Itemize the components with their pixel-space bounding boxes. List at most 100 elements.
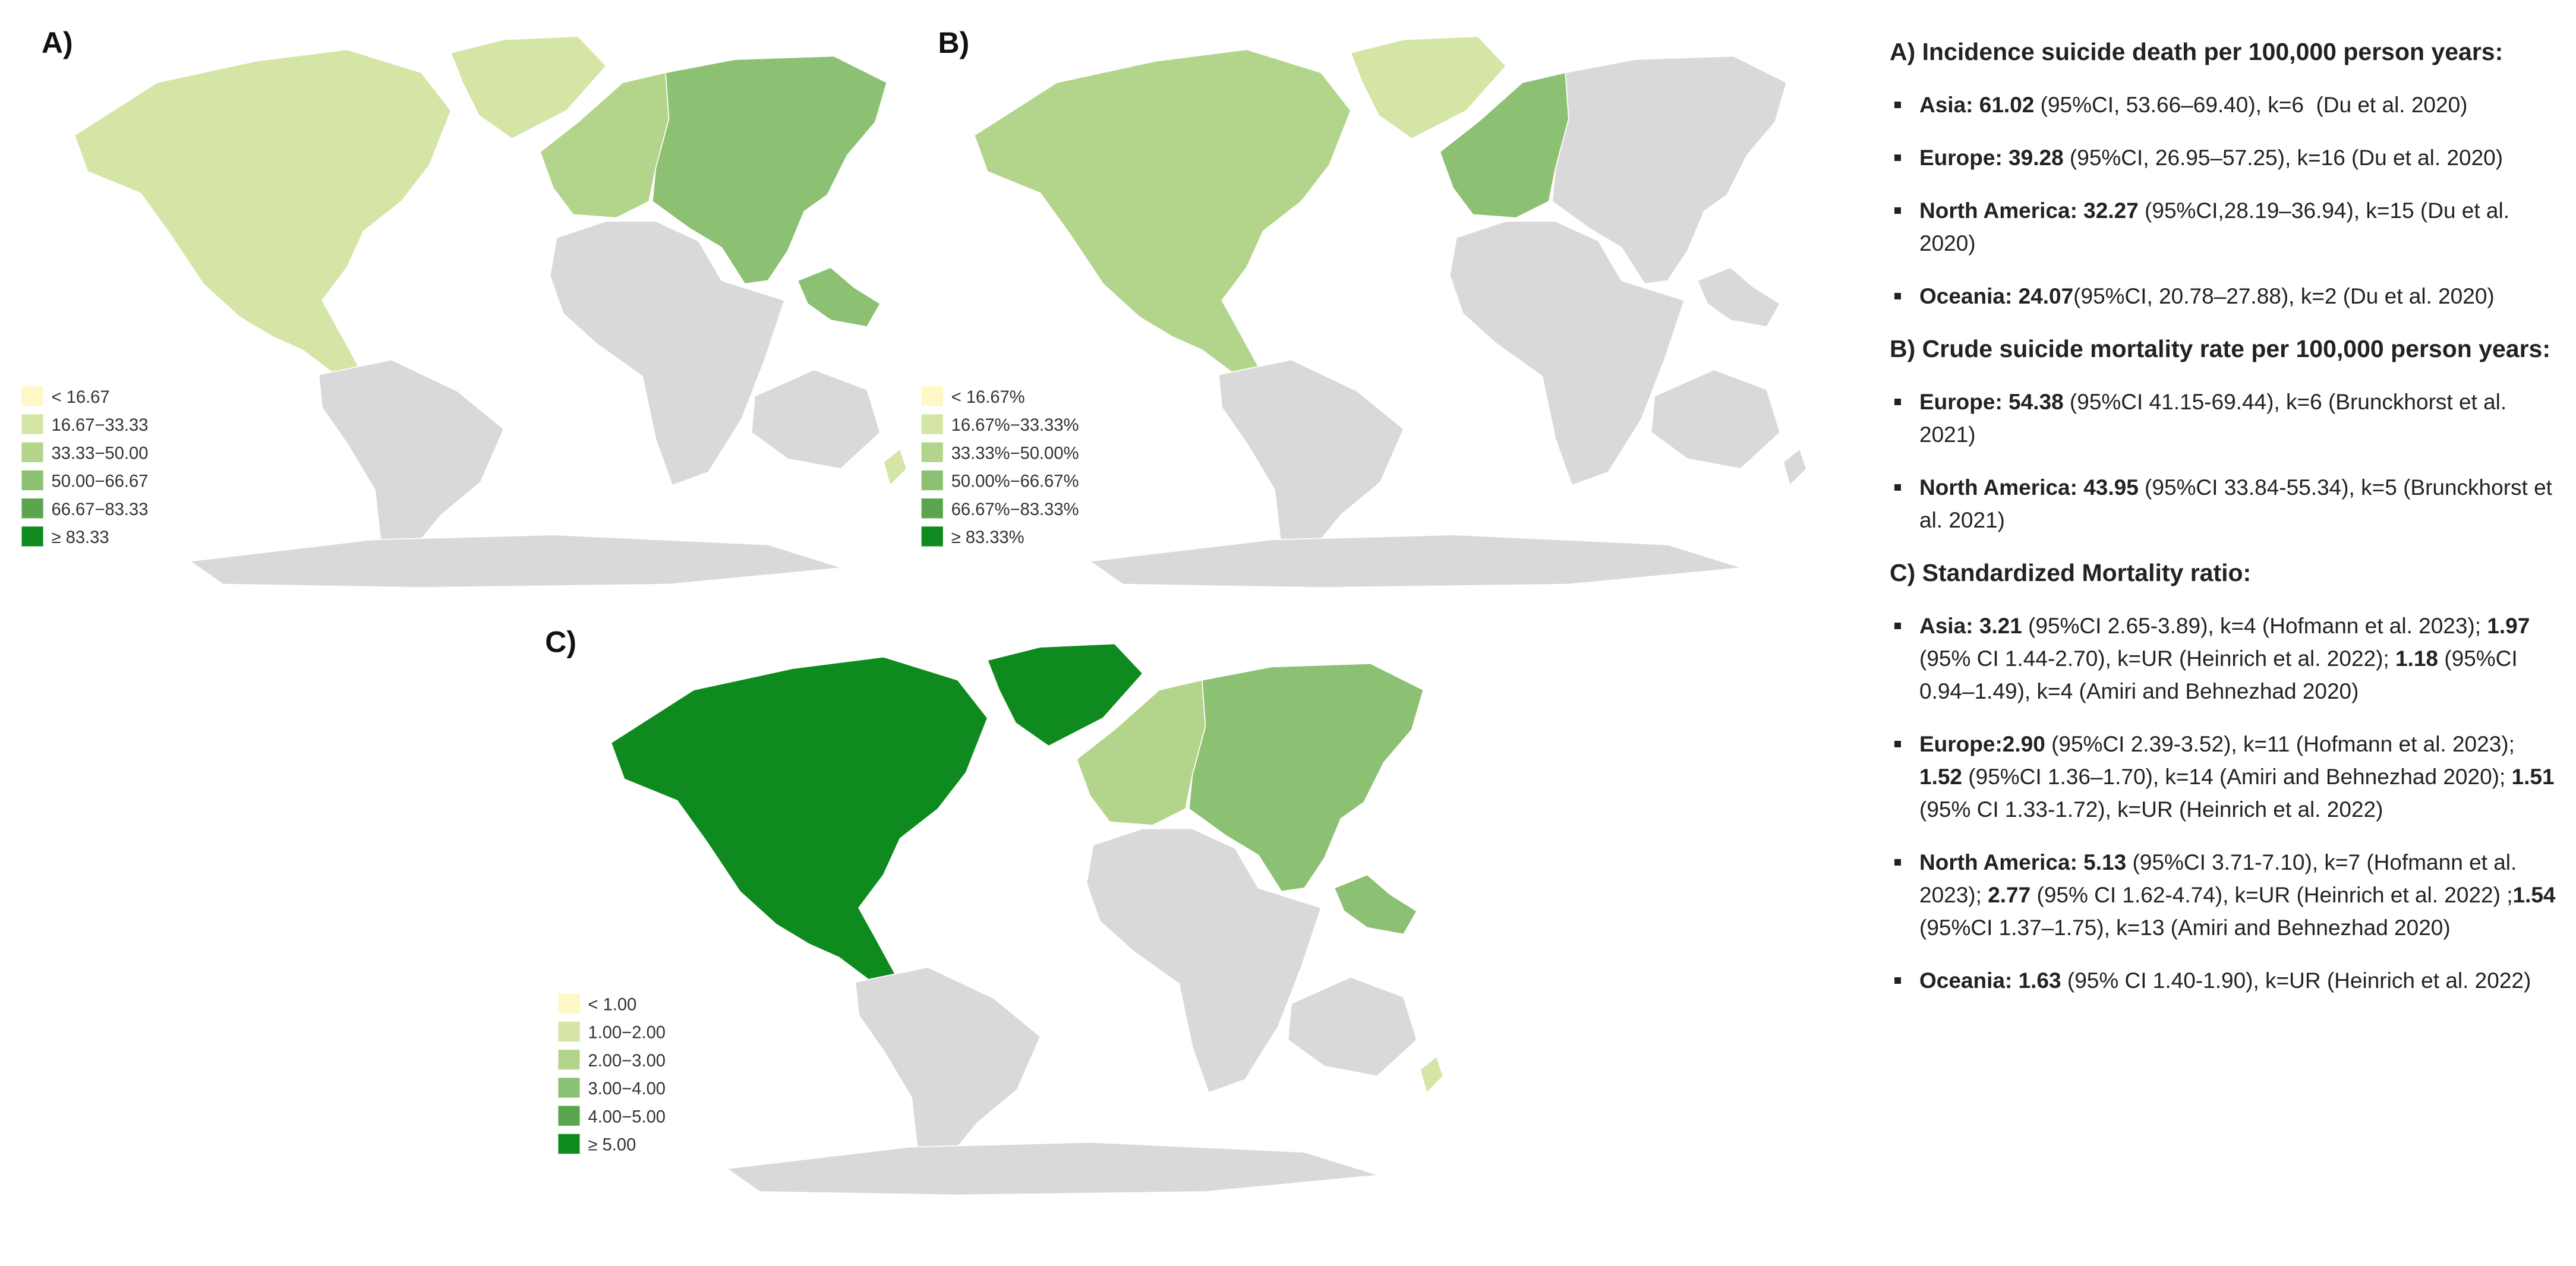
legend-label: 4.00−5.00 xyxy=(588,1107,666,1126)
region xyxy=(74,49,452,375)
note-item: Europe:2.90 (95%CI 2.39-3.52), k=11 (Hof… xyxy=(1890,728,2561,826)
panel-label: B) xyxy=(938,26,969,59)
region xyxy=(797,267,881,328)
note-section: C) Standardized Mortality ratio: Asia: 3.… xyxy=(1890,557,2561,997)
note-bold: Oceania: 1.63 xyxy=(1919,968,2061,993)
legend-swatch xyxy=(558,993,580,1014)
note-bold: 2.77 xyxy=(1988,883,2031,907)
legend-label: 66.67−83.33 xyxy=(52,500,149,519)
note-section: B) Crude suicide mortality rate per 100,… xyxy=(1890,333,2561,536)
legend-label: 33.33−50.00 xyxy=(52,444,149,463)
note-item: North America: 43.95 (95%CI 33.84-55.34)… xyxy=(1890,471,2561,536)
map-panel: A) < 16.67 16.67−33.33 33.33−50.00 50.00−66.… xyxy=(21,26,907,588)
legend-label: ≥ 5.00 xyxy=(588,1136,636,1155)
note-text: (95% CI 1.62-4.74), k=UR (Heinrich et al… xyxy=(2030,883,2513,907)
region xyxy=(1086,828,1322,1094)
note-bold: 1.52 xyxy=(1919,765,1963,789)
notes: A) Incidence suicide death per 100,000 p… xyxy=(1890,36,2561,1017)
legend-swatch xyxy=(921,442,943,462)
legend-swatch xyxy=(558,1050,580,1070)
note-bold: Europe: 54.38 xyxy=(1919,390,2064,414)
legend-label: 16.67−33.33 xyxy=(52,416,149,435)
legend-swatch xyxy=(558,1134,580,1154)
note-text: (95%CI 41.15-69.44), k=6 (Brunckhorst et… xyxy=(1919,390,2513,447)
note-section: A) Incidence suicide death per 100,000 p… xyxy=(1890,36,2561,312)
region xyxy=(610,656,988,983)
legend-swatch xyxy=(558,1021,580,1042)
note-item: Europe: 54.38 (95%CI 41.15-69.44), k=6 (… xyxy=(1890,386,2561,451)
note-item: Oceania: 24.07(95%CI, 20.78–27.88), k=2 … xyxy=(1890,280,2561,312)
legend-label: < 16.67 xyxy=(52,388,110,407)
note-text: (95%CI, 53.66–69.40), k=6 (Du et al. 202… xyxy=(2034,93,2468,117)
region xyxy=(1350,36,1507,140)
legend-swatch xyxy=(921,526,943,547)
note-text: (95%CI, 26.95–57.25), k=16 (Du et al. 20… xyxy=(2063,146,2504,170)
note-item: North America: 32.27 (95%CI,28.19–36.94)… xyxy=(1890,194,2561,260)
region xyxy=(450,36,607,140)
legend-swatch xyxy=(21,498,43,519)
legend-label: 66.67%−83.33% xyxy=(951,500,1079,519)
note-text: (95%CI 1.37–1.75), k=13 (Amiri and Behne… xyxy=(1919,883,2562,940)
note-text: (95%CI 2.65-3.89), k=4 (Hofmann et al. 2… xyxy=(2022,614,2487,638)
region xyxy=(973,49,1352,375)
note-item: Europe: 39.28 (95%CI, 26.95–57.25), k=16… xyxy=(1890,141,2561,174)
note-item: Oceania: 1.63 (95% CI 1.40-1.90), k=UR (… xyxy=(1890,964,2561,997)
region xyxy=(651,55,888,285)
region xyxy=(1650,369,1781,469)
region xyxy=(549,220,786,486)
note-text: (95%CI, 20.78–27.88), k=2 (Du et al. 202… xyxy=(2073,284,2495,308)
legend-swatch xyxy=(21,526,43,547)
note-item: North America: 5.13 (95%CI 3.71-7.10), k… xyxy=(1890,846,2561,944)
note-text: (95% CI 1.33-1.72), k=UR (Heinrich et al… xyxy=(1919,765,2561,822)
legend-swatch xyxy=(921,498,943,519)
note-text: (95%CI 2.39-3.52), k=11 (Hofmann et al. … xyxy=(2045,732,2521,756)
map-panel: B) < 16.67% 16.67%−33.33% 33.33%−50.00% 50.0… xyxy=(921,26,1807,588)
region xyxy=(751,369,881,469)
note-bold: 1.18 xyxy=(2395,646,2439,671)
note-text: (95%CI,28.19–36.94), k=15 (Du et al. 202… xyxy=(1919,198,2516,255)
region xyxy=(1449,220,1685,486)
legend-swatch xyxy=(21,414,43,434)
legend-label: 33.33%−50.00% xyxy=(951,444,1079,463)
note-item: Asia: 3.21 (95%CI 2.65-3.89), k=4 (Hofma… xyxy=(1890,610,2561,708)
region xyxy=(1188,663,1424,892)
legend-swatch xyxy=(558,1078,580,1098)
legend-swatch xyxy=(21,386,43,406)
legend-label: ≥ 83.33 xyxy=(52,528,109,547)
region xyxy=(1783,448,1807,487)
region xyxy=(1287,976,1418,1077)
region xyxy=(1552,55,1787,285)
legend-label: ≥ 83.33% xyxy=(951,528,1024,547)
legend-label: 2.00−3.00 xyxy=(588,1052,666,1071)
legend-label: < 1.00 xyxy=(588,995,636,1014)
note-bold: Europe: 39.28 xyxy=(1919,146,2064,170)
note-bold: 1.54 xyxy=(2512,883,2556,907)
region xyxy=(986,643,1144,747)
note-item: Asia: 61.02 (95%CI, 53.66–69.40), k=6 (D… xyxy=(1890,89,2561,121)
legend-swatch xyxy=(21,470,43,491)
region xyxy=(1333,874,1418,935)
note-text: (95% CI 1.40-1.90), k=UR (Heinrich et al… xyxy=(2061,968,2531,993)
note-bold: North America: 5.13 xyxy=(1919,850,2127,874)
legend-swatch xyxy=(21,442,43,462)
legend-swatch xyxy=(558,1106,580,1126)
note-heading: B) Crude suicide mortality rate per 100,… xyxy=(1890,335,2551,362)
panel-label: A) xyxy=(42,26,73,59)
legend-label: 1.00−2.00 xyxy=(588,1024,666,1043)
note-heading: A) Incidence suicide death per 100,000 p… xyxy=(1890,38,2504,65)
note-text: (95%CI 1.36–1.70), k=14 (Amiri and Behne… xyxy=(1962,765,2512,789)
region xyxy=(188,534,843,588)
region xyxy=(1088,534,1742,588)
note-bold: North America: 43.95 xyxy=(1919,475,2139,500)
map-panel: C) < 1.00 1.00−2.00 2.00−3.00 3.00−4.00 4.00−… xyxy=(545,625,1444,1196)
note-bold: Asia: 3.21 xyxy=(1919,614,2022,638)
note-bold: Oceania: 24.07 xyxy=(1919,284,2074,308)
region xyxy=(1697,267,1781,328)
legend-label: 50.00−66.67 xyxy=(52,472,149,491)
region xyxy=(1419,1055,1444,1094)
region xyxy=(725,1141,1379,1196)
note-heading: C) Standardized Mortality ratio: xyxy=(1890,559,2252,586)
legend-label: 50.00%−66.67% xyxy=(951,472,1079,491)
